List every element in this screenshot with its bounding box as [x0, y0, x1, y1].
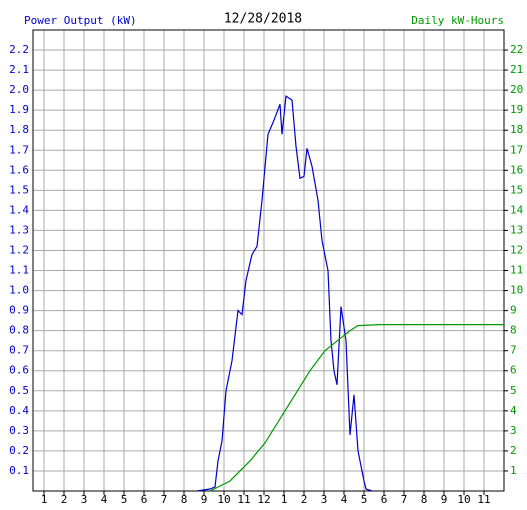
y2-tick-label: 21 [510, 63, 523, 76]
x-tick-label: 2 [301, 493, 308, 506]
y-tick-label: 1.2 [9, 243, 29, 256]
y2-tick-label: 7 [510, 344, 517, 357]
y-tick-label: 0.2 [9, 444, 29, 457]
x-tick-label: 1 [41, 493, 48, 506]
x-tick-label: 11 [237, 493, 250, 506]
y-tick-label: 0.7 [9, 344, 29, 357]
y2-tick-label: 15 [510, 183, 523, 196]
x-tick-label: 11 [477, 493, 490, 506]
series-line [209, 324, 504, 492]
x-tick-label: 7 [401, 493, 408, 506]
y-tick-label: 2.0 [9, 83, 29, 96]
y2-tick-label: 16 [510, 163, 523, 176]
x-tick-label: 10 [217, 493, 230, 506]
y-tick-label: 1.5 [9, 183, 29, 196]
y2-tick-label: 9 [510, 304, 517, 317]
y2-tick-label: 13 [510, 223, 523, 236]
x-tick-label: 6 [141, 493, 148, 506]
y2-tick-label: 4 [510, 404, 517, 417]
y-tick-label: 1.8 [9, 123, 29, 136]
y-tick-label: 2.1 [9, 63, 29, 76]
x-tick-label: 12 [257, 493, 270, 506]
y2-tick-label: 2 [510, 444, 517, 457]
y2-tick-label: 10 [510, 284, 523, 297]
y2-tick-label: 19 [510, 103, 523, 116]
y-tick-label: 1.7 [9, 143, 29, 156]
y2-tick-label: 8 [510, 324, 517, 337]
x-tick-label: 6 [381, 493, 388, 506]
y2-tick-label: 17 [510, 143, 523, 156]
y-tick-label: 0.1 [9, 464, 29, 477]
y-tick-label: 0.5 [9, 384, 29, 397]
x-tick-label: 1 [281, 493, 288, 506]
x-tick-label: 4 [341, 493, 348, 506]
x-tick-label: 5 [361, 493, 368, 506]
y-tick-label: 1.0 [9, 284, 29, 297]
x-tick-label: 9 [441, 493, 448, 506]
x-tick-label: 10 [457, 493, 470, 506]
y-tick-label: 1.4 [9, 203, 29, 216]
y-tick-label: 1.3 [9, 223, 29, 236]
y2-tick-label: 12 [510, 243, 523, 256]
y2-tick-label: 22 [510, 43, 523, 56]
x-tick-label: 2 [61, 493, 68, 506]
y2-tick-label: 20 [510, 83, 523, 96]
x-tick-label: 4 [101, 493, 108, 506]
y-tick-label: 0.9 [9, 304, 29, 317]
y2-tick-label: 11 [510, 264, 523, 277]
y2-tick-label: 5 [510, 384, 517, 397]
chart-title: 12/28/2018 [224, 12, 302, 27]
x-tick-label: 9 [201, 493, 208, 506]
plot-border [32, 29, 505, 492]
y-tick-label: 0.3 [9, 424, 29, 437]
y-tick-label: 0.6 [9, 364, 29, 377]
y-tick-label: 1.9 [9, 103, 29, 116]
y-tick-label: 0.4 [9, 404, 29, 417]
x-tick-label: 5 [121, 493, 128, 506]
y2-tick-label: 1 [510, 464, 517, 477]
x-tick-label: 3 [321, 493, 328, 506]
x-tick-label: 7 [161, 493, 168, 506]
x-tick-label: 8 [181, 493, 188, 506]
y-tick-label: 1.1 [9, 264, 29, 277]
y2-tick-label: 14 [510, 203, 524, 216]
y-tick-label: 1.6 [9, 163, 29, 176]
y2-tick-label: 3 [510, 424, 517, 437]
x-tick-label: 3 [81, 493, 88, 506]
y-tick-label: 2.2 [9, 43, 29, 56]
y-tick-label: 0.8 [9, 324, 29, 337]
y2-axis-label: Daily kW-Hours [411, 14, 504, 27]
y2-tick-label: 6 [510, 364, 517, 377]
x-tick-label: 8 [421, 493, 428, 506]
y-axis-label: Power Output (kW) [24, 14, 137, 27]
y2-tick-label: 18 [510, 123, 523, 136]
